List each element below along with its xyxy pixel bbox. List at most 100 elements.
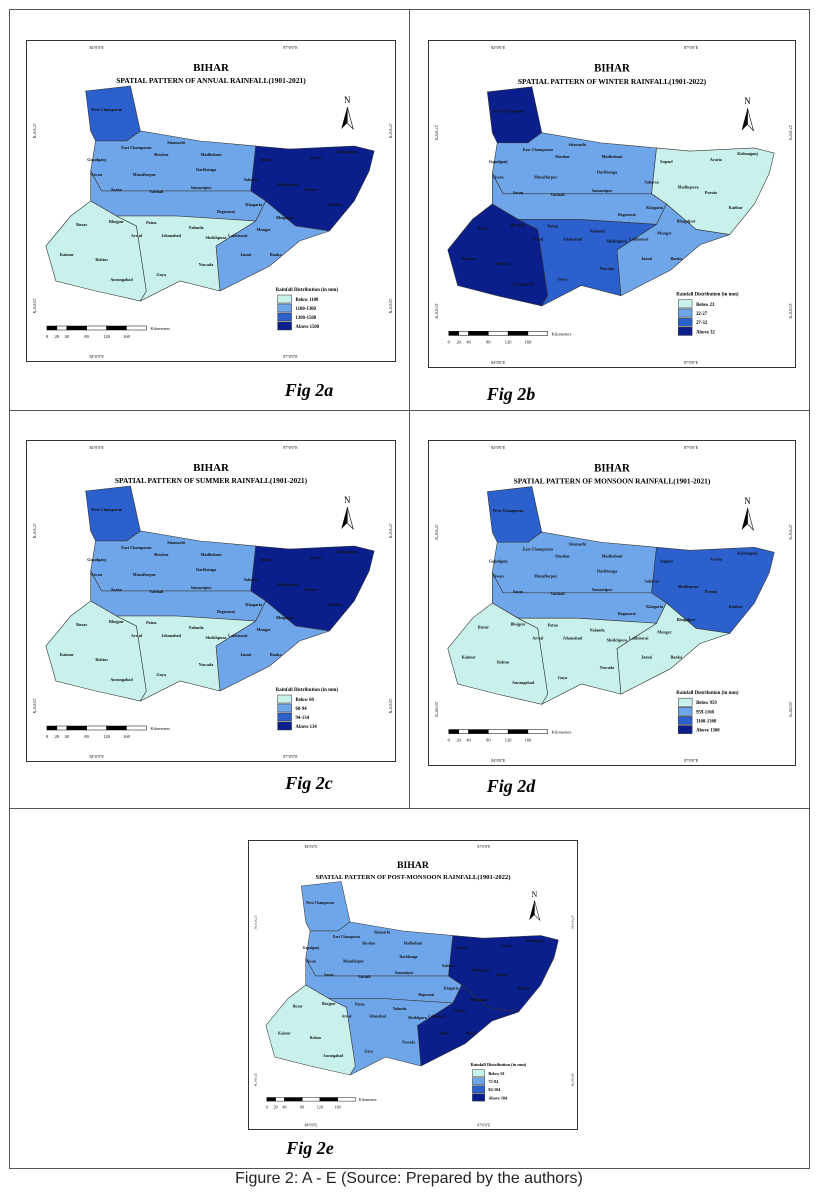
district-label: Gopalganj (87, 157, 106, 162)
scale-tick: 0 (448, 738, 451, 743)
district-label: Buxar (478, 225, 489, 230)
district-label: Munger (657, 231, 671, 236)
district-label: Madhubani (602, 553, 624, 558)
longitude-label: 87°0'0"E (283, 45, 298, 50)
legend-swatch (277, 694, 292, 704)
district-label: East Champaran (523, 147, 554, 152)
scale-bar-segment (488, 331, 509, 336)
district-label: Jamui (240, 252, 252, 257)
district-label: Banka (465, 1031, 475, 1035)
legend-swatch (277, 721, 292, 731)
scale-bar-segment (46, 325, 58, 331)
district-label: Saharsa (644, 579, 659, 584)
longitude-label: 84°0'0"E (89, 445, 104, 450)
scale-tick: 40 (466, 340, 471, 345)
scale-unit: Kilometers (150, 726, 170, 731)
latitude-label: 27°0'0"N (32, 124, 37, 139)
legend-label: 60-94 (296, 707, 308, 712)
district-label: Muzaffarpur (534, 574, 557, 579)
district-label: Gaya (157, 672, 167, 677)
scale-tick: 0 (448, 340, 451, 345)
divider (9, 410, 810, 411)
district-label: Sitamarhi (167, 140, 186, 145)
district-label: Supaul (259, 557, 272, 562)
longitude-label: 87°0'0"E (684, 758, 699, 763)
district-label: Buxar (76, 622, 87, 627)
scale-bar-segment (86, 725, 107, 731)
latitude-label: 25°0'0"N (388, 299, 393, 314)
district-label: Katihar (729, 205, 743, 210)
district-label: Jehanabad (369, 1014, 387, 1018)
district-label: East Champaran (523, 546, 554, 551)
scale-bar-segment (337, 1097, 356, 1102)
district-label: Siwan (91, 572, 103, 577)
north-arrow-icon (747, 108, 755, 132)
legend-label: 1300-1500 (296, 316, 317, 321)
scale-tick: 40 (282, 1104, 286, 1109)
district-label: Kaimur (462, 655, 476, 660)
district-label: Begusarai (618, 212, 637, 217)
district-label: Gopalganj (489, 159, 508, 164)
legend-swatch (678, 317, 693, 327)
district-label: Saharsa (644, 180, 659, 185)
district-label: Saran (324, 973, 334, 977)
scale-bar-segment (468, 331, 489, 336)
scale-tick: 20 (274, 1104, 278, 1109)
latitude-label: 25°0'0"N (788, 303, 793, 318)
district-label: Jamui (641, 655, 653, 660)
legend-label: 1100-1300 (296, 307, 317, 312)
district-label: Saharsa (442, 964, 455, 968)
scale-tick: 0 (46, 734, 49, 739)
map-state-title: BIHAR (594, 62, 631, 74)
district-label: Muzaffarpur (133, 572, 156, 577)
scale-bar-segment (126, 725, 147, 731)
scale-tick: 0 (46, 334, 49, 339)
district-label: Jehanabad (563, 237, 583, 242)
legend-title: Rainfall Distribution (in mm) (676, 293, 739, 298)
latitude-label: 25°0'0"N (434, 303, 439, 318)
district-label: Aurangabad (512, 281, 535, 286)
district-label: Bhagalpur (677, 617, 696, 622)
scale-tick: 40 (65, 734, 70, 739)
district-label: Nawada (402, 1040, 415, 1044)
scale-tick: 80 (300, 1104, 304, 1109)
longitude-label: 87°0'0"E (283, 754, 298, 759)
district-label: Saharsa (244, 577, 259, 582)
district-label: Kaimur (60, 252, 74, 257)
scale-tick: 80 (486, 340, 491, 345)
district-label: Bhojpur (109, 219, 124, 224)
figure-label: Fig 2d (486, 776, 536, 796)
legend-title: Rainfall Distribution (in mm) (471, 1062, 527, 1067)
district-label: Madhepura (678, 185, 700, 190)
district-label: Gopalganj (303, 946, 320, 950)
scale-bar-segment (275, 1097, 285, 1102)
district-label: Madhubani (201, 152, 223, 157)
district-region (85, 85, 141, 142)
latitude-label: 25°0'0"N (388, 699, 393, 714)
district-label: Siwan (493, 174, 504, 179)
map-subtitle: SPATIAL PATTERN OF SUMMER RAINFALL(1901-… (115, 476, 308, 485)
district-label: Kaimur (462, 256, 476, 261)
district-label: Gopalganj (87, 557, 106, 562)
figure-label: Fig 2c (285, 773, 333, 793)
scale-bar-segment (66, 325, 87, 331)
district-label: Nalanda (393, 1007, 407, 1011)
district-label: Darbhanga (597, 169, 618, 174)
district-label: Muzaffarpur (343, 959, 364, 963)
district-label: Nawada (199, 262, 214, 267)
scale-tick: 40 (466, 738, 471, 743)
district-label: Sheikhpura (206, 635, 228, 640)
district-label: Vaishali (551, 591, 566, 596)
map-svg: BIHAR SPATIAL PATTERN OF ANNUAL RAINFALL(… (32, 45, 393, 359)
latitude-label: 27°0'0"N (434, 125, 439, 140)
figure-caption: Figure 2: A - E (Source: Prepared by the… (235, 1170, 583, 1187)
scale-bar-segment (507, 331, 529, 336)
legend-label: 1160-1360 (696, 719, 717, 724)
district-label: Lakhisarai (228, 633, 248, 638)
district-label: Bhojpur (511, 621, 526, 626)
district-label: Munger (257, 627, 271, 632)
district-label: Muzaffarpur (133, 172, 156, 177)
district-label: East Champaran (121, 145, 152, 150)
latitude-label: 27°0'0"N (388, 124, 393, 139)
district-label: Sheikhpura (408, 1016, 427, 1020)
